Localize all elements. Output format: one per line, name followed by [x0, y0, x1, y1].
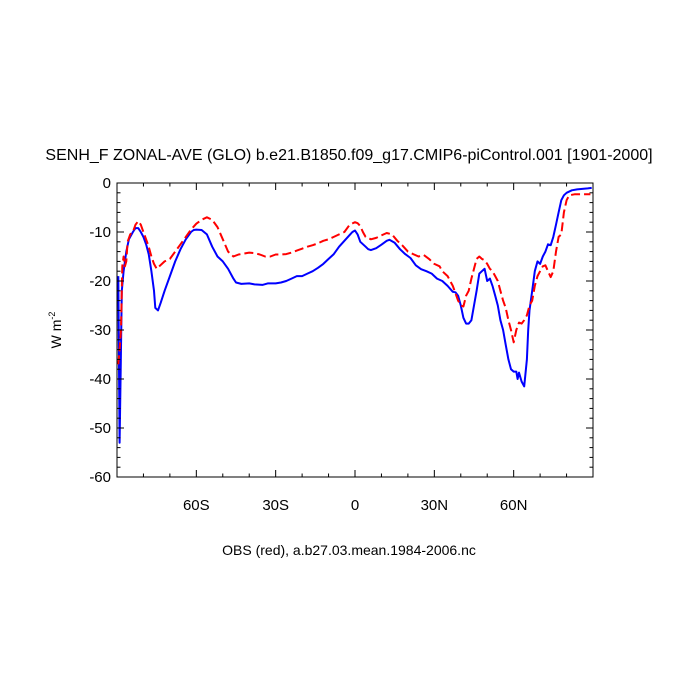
y-tick-label: -40: [89, 371, 111, 388]
x-tick-label: 30N: [421, 497, 449, 514]
chart-title: SENH_F ZONAL-AVE (GLO) b.e21.B1850.f09_g…: [45, 147, 652, 164]
y-axis-label-superscript: -2: [47, 312, 57, 320]
x-tick-label: 60S: [183, 497, 210, 514]
x-tick-label: 0: [351, 497, 359, 514]
minor-tick-marks: [117, 183, 593, 477]
y-tick-label: -60: [89, 469, 111, 486]
y-tick-label: 0: [103, 175, 111, 192]
y-tick-label: -50: [89, 420, 111, 437]
plot-area: [116, 182, 594, 478]
series-layer: [117, 186, 592, 444]
y-axis-tick-labels: 0 -10 -20 -30 -40 -50 -60: [89, 175, 111, 486]
series-line-1: [117, 186, 592, 444]
major-tick-marks: [117, 182, 593, 478]
series-line-2: [117, 193, 591, 365]
x-tick-label: 60N: [500, 497, 528, 514]
y-tick-label: -10: [89, 224, 111, 241]
x-axis-tick-labels: 60S 30S 0 30N 60N: [183, 497, 527, 514]
x-tick-label: 30S: [262, 497, 289, 514]
plot-frame: [116, 182, 594, 478]
y-tick-label: -30: [89, 322, 111, 339]
y-axis-label: W m-2: [47, 312, 64, 349]
x-axis-label: OBS (red), a.b27.03.mean.1984-2006.nc: [222, 542, 476, 558]
y-tick-label: -20: [89, 273, 111, 290]
y-axis-label-text: W m: [48, 320, 64, 349]
